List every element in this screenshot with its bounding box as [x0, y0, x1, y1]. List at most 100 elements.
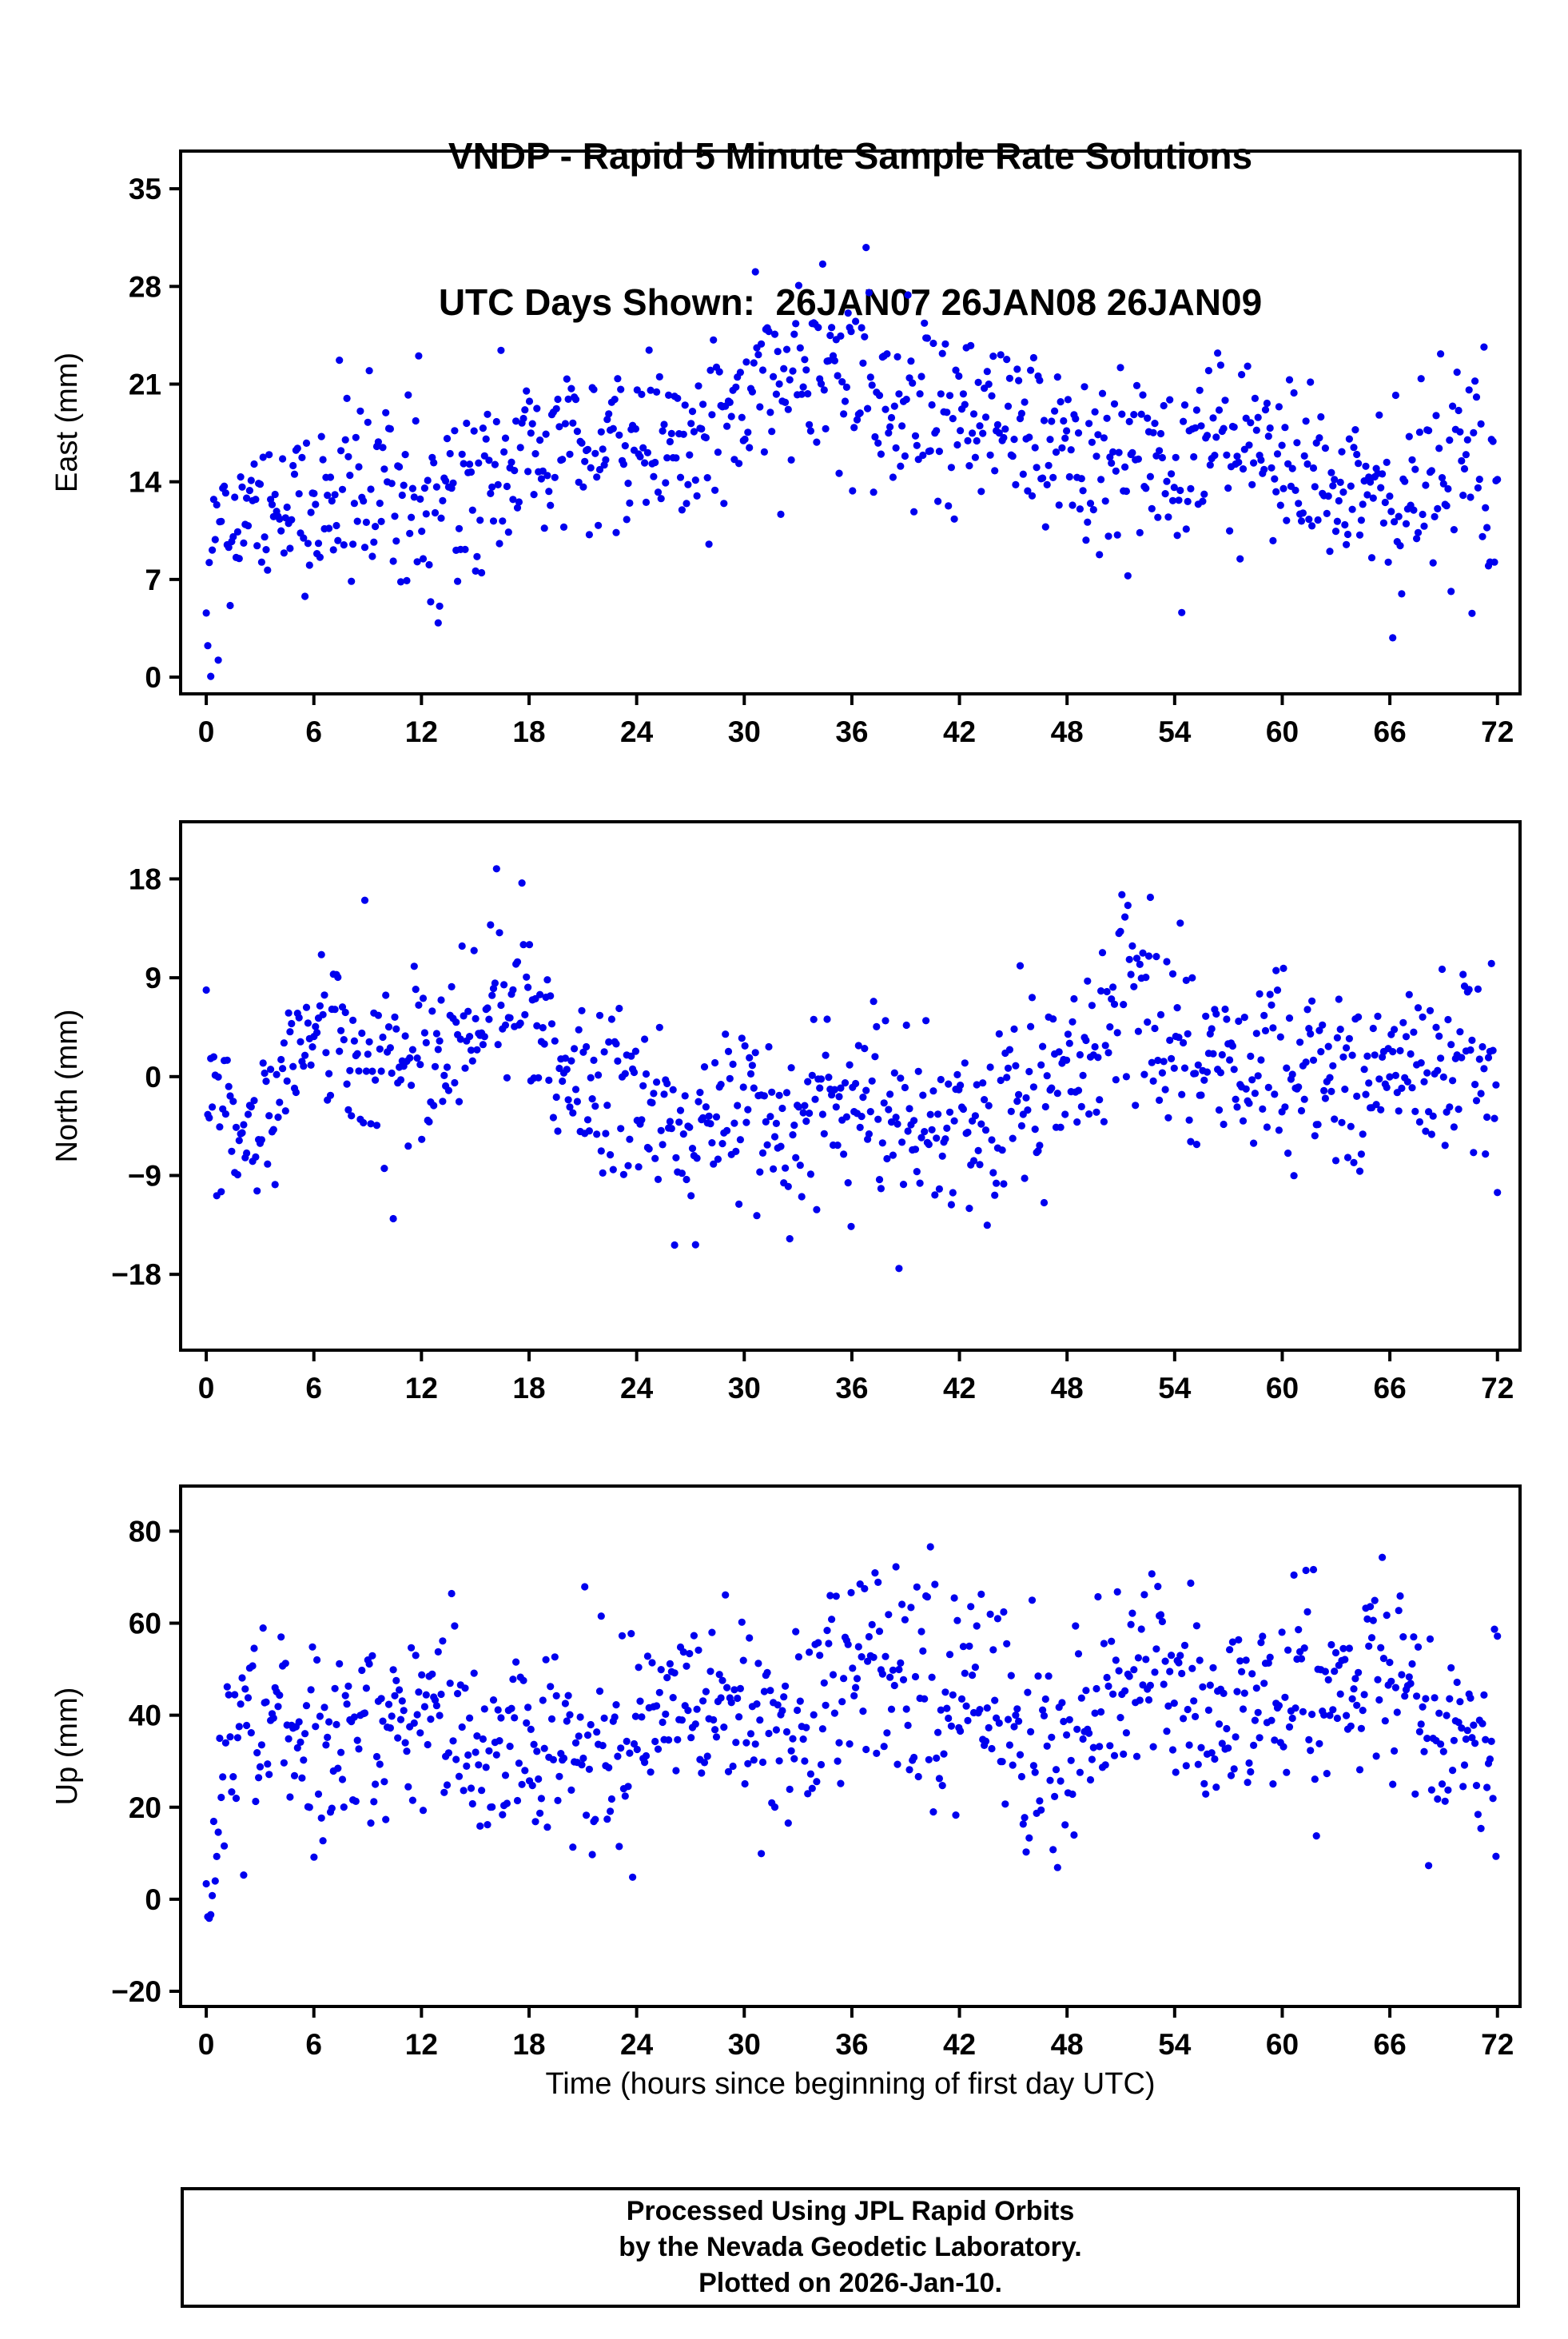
data-point: [1315, 1026, 1323, 1034]
data-point: [834, 372, 842, 380]
data-point: [1248, 1670, 1256, 1678]
data-point: [1415, 1727, 1423, 1735]
data-point: [799, 1735, 807, 1743]
data-point: [1163, 1727, 1171, 1735]
data-point: [1302, 1058, 1310, 1066]
data-point: [1360, 1691, 1368, 1699]
data-point: [862, 1745, 870, 1754]
data-point: [1094, 1054, 1102, 1062]
data-point: [575, 1026, 583, 1034]
data-point: [1182, 1762, 1190, 1770]
data-point: [1250, 1741, 1258, 1749]
data-point: [1259, 1105, 1267, 1113]
data-point: [871, 1569, 879, 1577]
data-point: [1098, 389, 1107, 397]
data-point: [988, 1136, 996, 1144]
data-point: [391, 1691, 399, 1699]
data-point: [217, 517, 225, 525]
data-point: [216, 1734, 224, 1743]
data-point: [1248, 1076, 1256, 1084]
data-point: [1079, 1071, 1087, 1079]
data-point: [1132, 1752, 1141, 1760]
data-point: [1467, 1046, 1474, 1054]
data-point: [647, 386, 655, 394]
data-point: [1148, 504, 1156, 513]
data-point: [404, 1783, 412, 1791]
data-point: [676, 1106, 685, 1114]
data-point: [460, 1787, 468, 1795]
data-point: [277, 1055, 285, 1064]
data-point: [1247, 1767, 1255, 1776]
data-point: [784, 405, 792, 413]
data-point: [1122, 1729, 1130, 1737]
data-point: [669, 1694, 677, 1702]
data-point: [1233, 1688, 1241, 1695]
data-point: [536, 436, 544, 444]
data-point: [492, 417, 500, 426]
data-point: [1268, 1001, 1275, 1009]
data-point: [1104, 1049, 1112, 1057]
figure-title-line1: VNDP - Rapid 5 Minute Sample Rate Soluti…: [448, 135, 1253, 177]
data-point: [1200, 490, 1208, 498]
data-point: [1434, 1795, 1442, 1803]
data-point: [575, 478, 583, 486]
data-point: [380, 1165, 388, 1173]
data-point: [1053, 1090, 1061, 1098]
data-point: [950, 515, 958, 523]
data-point: [686, 451, 694, 459]
data-point: [1347, 1722, 1355, 1730]
data-point: [524, 468, 532, 476]
data-point: [1139, 391, 1147, 399]
data-point: [1226, 1646, 1234, 1654]
data-point: [922, 1017, 930, 1025]
data-point: [1297, 1655, 1306, 1663]
data-point: [1355, 460, 1363, 468]
data-point: [1381, 1717, 1389, 1725]
data-point: [1453, 369, 1461, 377]
data-point: [1058, 444, 1066, 452]
x-tick-label: 24: [620, 715, 654, 748]
data-point: [655, 1023, 663, 1031]
data-point: [792, 320, 800, 328]
data-point: [630, 1068, 639, 1077]
data-point: [790, 1755, 798, 1763]
data-point: [300, 1062, 308, 1070]
data-point: [374, 438, 382, 446]
data-point: [1472, 393, 1481, 401]
data-point: [443, 1063, 452, 1071]
data-point: [563, 1066, 571, 1074]
data-point: [216, 1123, 224, 1131]
x-tick-label: 18: [512, 2028, 545, 2061]
data-point: [406, 529, 414, 538]
data-point: [928, 1673, 936, 1681]
data-point: [543, 472, 551, 480]
data-point: [1048, 417, 1056, 425]
data-point: [602, 456, 610, 464]
data-point: [1046, 436, 1054, 444]
data-point: [1377, 1106, 1385, 1114]
data-point: [1399, 1633, 1407, 1641]
data-point: [228, 1147, 236, 1155]
x-tick-label: 42: [943, 2028, 976, 2061]
data-point: [566, 450, 574, 458]
data-point: [559, 1754, 568, 1763]
data-point: [615, 431, 623, 439]
x-tick-label: 0: [198, 715, 215, 748]
data-point: [407, 1082, 416, 1090]
data-point: [578, 1006, 586, 1014]
data-point: [545, 488, 553, 496]
data-point: [1202, 1790, 1210, 1798]
data-point: [1359, 1707, 1367, 1715]
data-point: [329, 546, 337, 554]
data-point: [1024, 487, 1032, 495]
data-point: [419, 555, 428, 563]
data-point: [981, 1096, 989, 1104]
data-point: [1101, 1042, 1109, 1050]
data-point: [895, 1265, 903, 1273]
data-point: [1041, 523, 1049, 531]
data-point: [641, 459, 649, 467]
data-point: [763, 1668, 771, 1676]
data-point: [1279, 964, 1287, 972]
data-point: [454, 1690, 462, 1698]
